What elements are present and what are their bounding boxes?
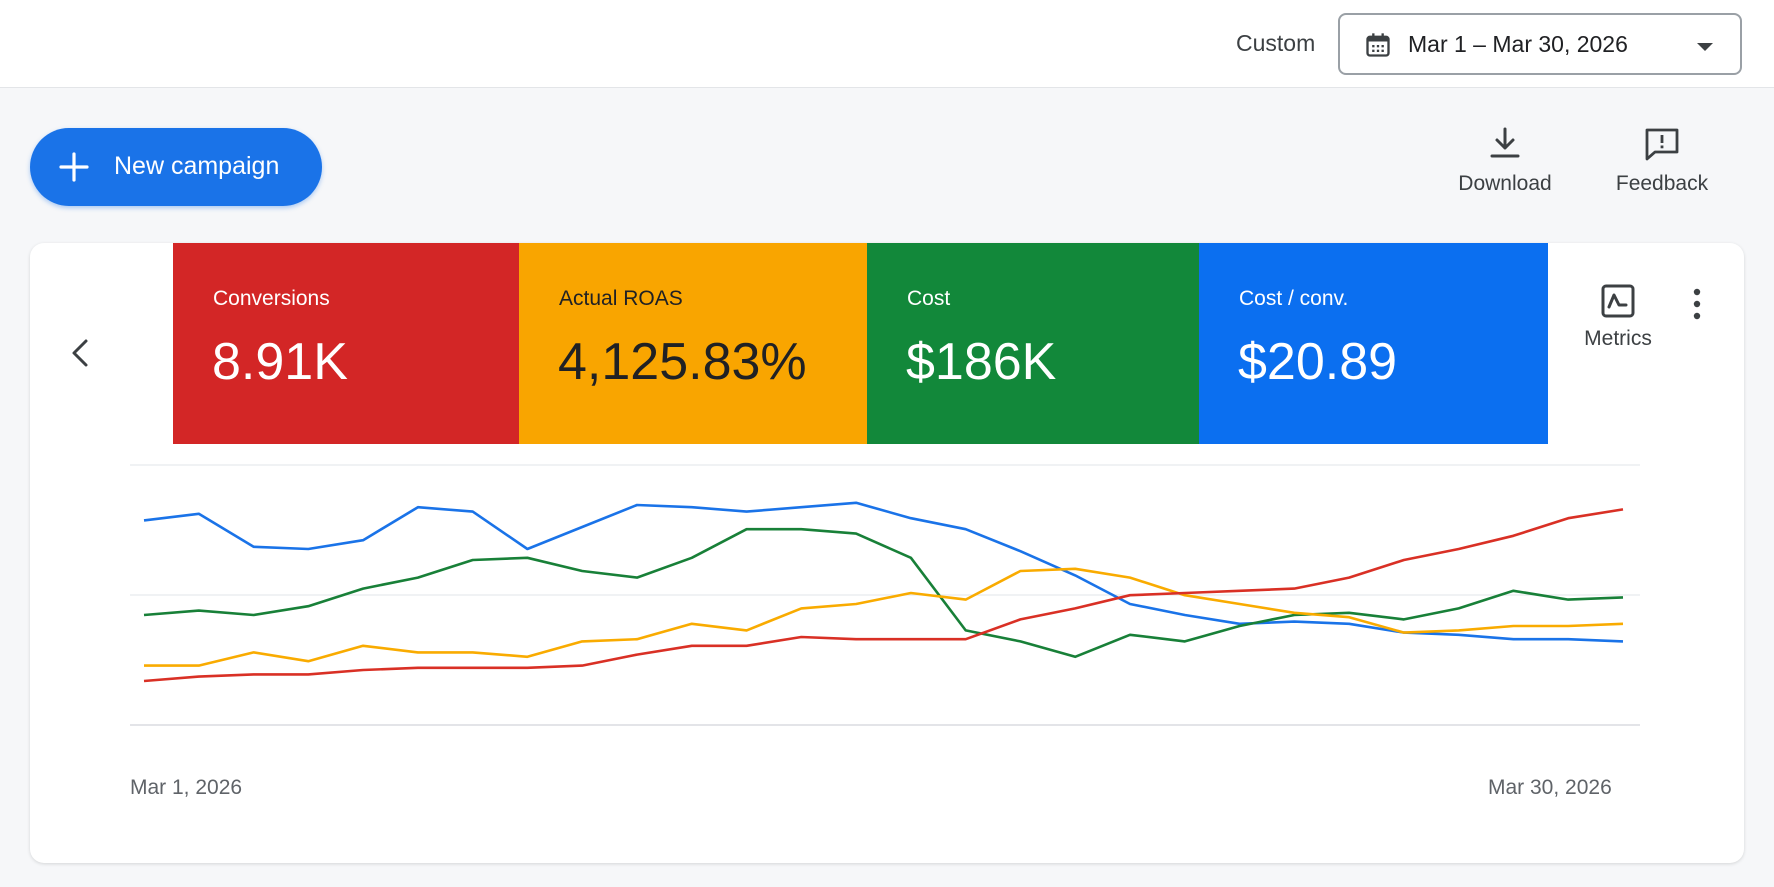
- calendar-icon: [1366, 33, 1390, 57]
- new-campaign-label: New campaign: [114, 152, 280, 180]
- date-range-value: Mar 1 – Mar 30, 2026: [1408, 31, 1628, 57]
- scorecard-value: $20.89: [1238, 333, 1398, 391]
- series-line-cost: [143, 527, 1624, 659]
- series-line-cost-conv: [143, 501, 1624, 643]
- feedback-button[interactable]: Feedback: [1612, 126, 1712, 196]
- performance-line-chart: [130, 464, 1640, 726]
- chevron-left-icon[interactable]: [66, 333, 96, 373]
- plus-icon: [59, 152, 89, 182]
- series-line-actual-roas: [144, 567, 1624, 667]
- top-bar: Custom Mar 1 – Mar 30, 2026: [0, 0, 1774, 88]
- metrics-label: Metrics: [1584, 327, 1652, 350]
- date-range-picker[interactable]: Mar 1 – Mar 30, 2026: [1338, 13, 1742, 75]
- series-line-conversions: [143, 508, 1624, 683]
- x-axis-end-label: Mar 30, 2026: [1488, 776, 1612, 799]
- scorecard-name: Conversions: [213, 287, 330, 310]
- scorecard-name: Cost: [907, 287, 951, 310]
- feedback-label: Feedback: [1615, 172, 1709, 195]
- new-campaign-button[interactable]: New campaign: [30, 128, 322, 206]
- download-icon: [1490, 127, 1520, 158]
- scorecard-name: Cost / conv.: [1239, 287, 1349, 310]
- scorecard-value: 8.91K: [212, 333, 348, 391]
- dropdown-caret-icon: [1697, 43, 1713, 51]
- metrics-button[interactable]: Metrics: [1570, 283, 1666, 351]
- x-axis-start-label: Mar 1, 2026: [130, 776, 243, 799]
- scorecard-cost[interactable]: Cost $186K: [867, 243, 1199, 444]
- feedback-icon: [1645, 128, 1679, 161]
- scorecard-value: 4,125.83%: [558, 333, 807, 391]
- scorecard-name: Actual ROAS: [559, 287, 683, 310]
- scorecard-value: $186K: [906, 333, 1057, 391]
- download-label: Download: [1458, 172, 1552, 195]
- metrics-chart-icon: [1601, 284, 1635, 318]
- scorecard-conversions[interactable]: Conversions 8.91K: [173, 243, 519, 444]
- more-vert-icon[interactable]: [1690, 287, 1704, 321]
- performance-card: Conversions 8.91K Actual ROAS 4,125.83% …: [30, 243, 1744, 863]
- date-preset-label: Custom: [1236, 30, 1316, 56]
- download-button[interactable]: Download: [1455, 126, 1555, 196]
- scorecard-actual-roas[interactable]: Actual ROAS 4,125.83%: [519, 243, 867, 444]
- scorecard-cost-per-conv[interactable]: Cost / conv. $20.89: [1199, 243, 1548, 444]
